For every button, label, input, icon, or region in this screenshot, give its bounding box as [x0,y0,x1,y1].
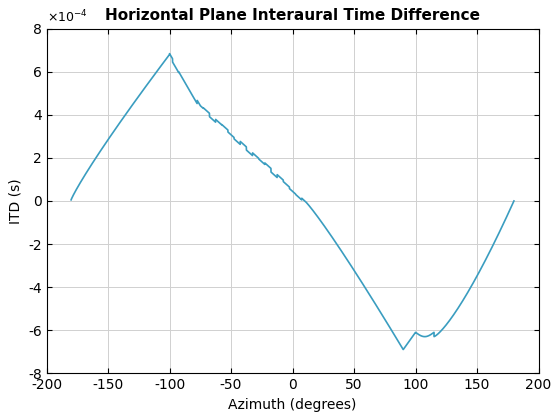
X-axis label: Azimuth (degrees): Azimuth (degrees) [228,398,357,412]
Text: $\times10^{-4}$: $\times10^{-4}$ [46,9,87,25]
Title: Horizontal Plane Interaural Time Difference: Horizontal Plane Interaural Time Differe… [105,8,480,24]
Y-axis label: ITD (s): ITD (s) [8,178,22,224]
